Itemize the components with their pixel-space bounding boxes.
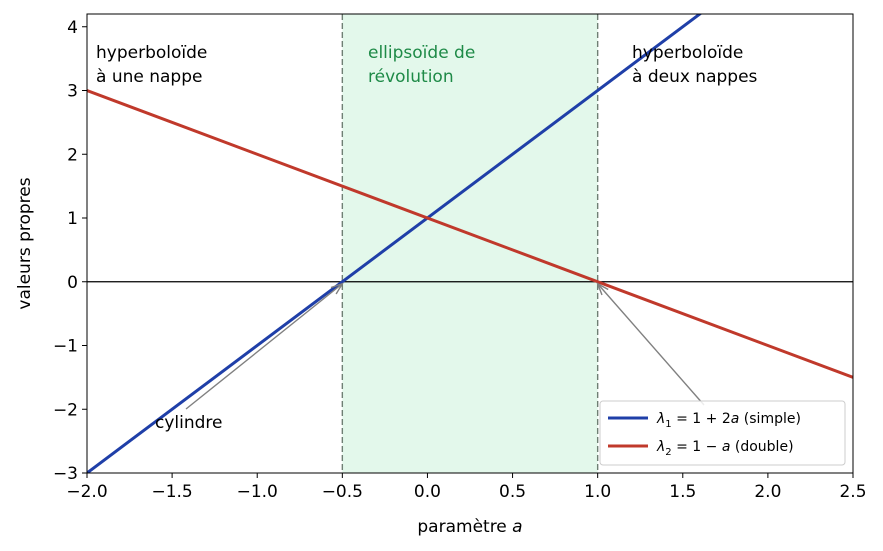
y-tick-label: −3 [53, 464, 78, 484]
region-label-two-sheets: hyperboloïde [632, 43, 743, 63]
y-tick-label: 4 [67, 18, 78, 38]
annotation-arrow-2 [597, 283, 705, 406]
series-line-1 [87, 14, 703, 473]
y-tick-label: −1 [53, 337, 78, 357]
region-label-two-sheets: à deux nappes [632, 67, 758, 87]
y-tick-label: 0 [67, 273, 78, 293]
region-label-ellipsoid: révolution [368, 67, 454, 87]
annotation-cylindre: cylindre [155, 413, 223, 433]
x-tick-label: −0.5 [322, 482, 363, 502]
shaded-region [342, 14, 598, 473]
x-tick-label: 2.0 [754, 482, 781, 502]
y-tick-label: 1 [67, 209, 78, 229]
annotation-arrowhead-1 [330, 282, 344, 295]
x-tick-label: 2.5 [839, 482, 866, 502]
series-line-2 [87, 89, 853, 379]
y-tick-label: 3 [67, 82, 78, 102]
legend-label-1: λ1 = 1 + 2a (simple) [656, 411, 801, 430]
x-tick-label: 1.5 [669, 482, 696, 502]
x-tick-label: 0.0 [414, 482, 441, 502]
legend-box [599, 400, 846, 466]
y-axis-label: valeurs propres [15, 177, 35, 309]
annotation-arrow-1 [185, 283, 343, 410]
x-tick-label: −2.0 [66, 482, 107, 502]
x-tick-label: 0.5 [499, 482, 526, 502]
y-tick-label: 2 [67, 145, 78, 165]
y-tick-label: −2 [53, 400, 78, 420]
x-tick-label: −1.0 [237, 482, 278, 502]
plot-frame [86, 13, 854, 474]
x-axis-label: paramètre a [417, 517, 522, 537]
legend-label-2: λ2 = 1 − a (double) [656, 439, 794, 458]
x-tick-label: 1.0 [584, 482, 611, 502]
x-tick-label: −1.5 [151, 482, 192, 502]
region-label-ellipsoid: ellipsoïde de [368, 43, 475, 63]
region-label-one-sheet: à une nappe [96, 67, 202, 87]
region-label-one-sheet: hyperboloïde [96, 43, 207, 63]
annotation-arrowhead-2 [596, 282, 609, 296]
